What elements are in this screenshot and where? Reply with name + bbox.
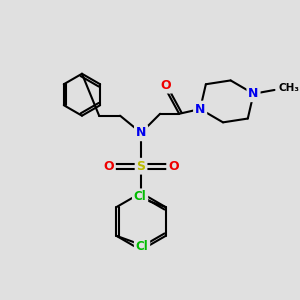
Text: O: O: [103, 160, 114, 173]
Text: Cl: Cl: [134, 190, 146, 203]
Text: Cl: Cl: [136, 240, 148, 253]
Text: O: O: [160, 79, 171, 92]
Text: N: N: [248, 87, 259, 100]
Text: O: O: [168, 160, 179, 173]
Text: S: S: [136, 160, 146, 173]
Text: N: N: [136, 126, 146, 139]
Text: N: N: [195, 103, 205, 116]
Text: CH₃: CH₃: [278, 83, 299, 93]
